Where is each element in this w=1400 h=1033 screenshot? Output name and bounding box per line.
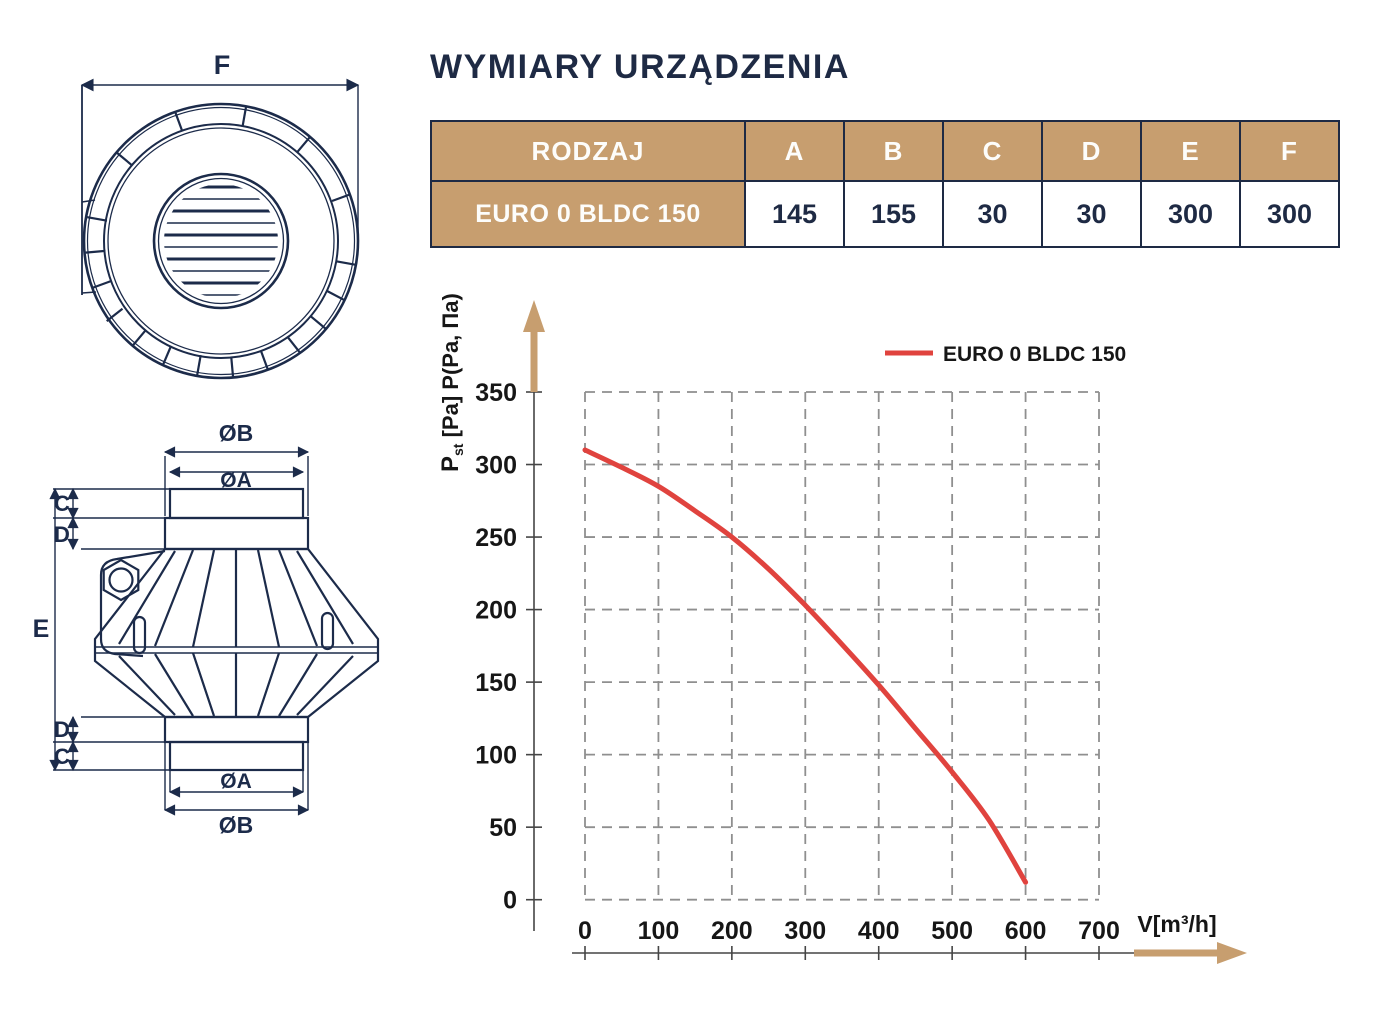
page-title: WYMIARY URZĄDZENIA xyxy=(430,48,850,86)
y-tick-label: 50 xyxy=(489,814,517,842)
y-axis-label: Pst [Pa] P(Pa, Па) xyxy=(437,293,466,472)
value-c-cell: 30 xyxy=(942,180,1043,248)
dim-label-d-top: D xyxy=(54,522,70,547)
value-f-cell: 300 xyxy=(1239,180,1340,248)
slot-left xyxy=(132,615,147,655)
dim-label-c-bottom: C xyxy=(54,744,70,769)
table-header-f: F xyxy=(1239,120,1340,182)
performance-chart: 0 100 200 300 400 500 600 700 0 50 100 150 200 250 300… xyxy=(420,280,1260,985)
table-header-rodzaj: RODZAJ xyxy=(430,120,746,182)
table-header-b: B xyxy=(843,120,944,182)
y-tick-label: 300 xyxy=(475,452,517,480)
fan-front-outline xyxy=(80,78,360,380)
dim-label-c-top: C xyxy=(54,491,70,516)
y-tick-label: 350 xyxy=(475,379,517,407)
y-tick-label: 150 xyxy=(475,669,517,697)
table-header-row: RODZAJ A B C D E F xyxy=(430,120,1340,182)
dim-label-d-bottom: D xyxy=(54,717,70,742)
grille-louvers xyxy=(164,185,278,296)
x-axis-label: V[m³/h] xyxy=(1137,911,1216,937)
x-axis-arrow xyxy=(1134,942,1247,964)
y-tick-label: 0 xyxy=(503,887,517,915)
legend-series-label: EURO 0 BLDC 150 xyxy=(943,343,1126,366)
dim-label-phi-b-bottom: ØB xyxy=(219,812,254,838)
x-tick-label: 300 xyxy=(784,917,826,945)
front-view-drawing: F xyxy=(80,50,360,380)
dim-label-phi-a-bottom: ØA xyxy=(220,770,252,793)
slot-right xyxy=(320,611,335,651)
x-tick-label: 600 xyxy=(1005,917,1047,945)
x-tick-label: 100 xyxy=(638,917,680,945)
dim-label-phi-b-top: ØB xyxy=(219,420,254,446)
performance-curve xyxy=(582,447,1029,885)
model-name-cell: EURO 0 BLDC 150 xyxy=(430,180,746,248)
x-tick-label: 400 xyxy=(858,917,900,945)
table-header-c: C xyxy=(942,120,1043,182)
x-tick-label: 700 xyxy=(1078,917,1120,945)
dim-label-f: F xyxy=(214,50,231,80)
chart-curve xyxy=(582,447,1029,885)
hex-nut xyxy=(102,558,140,602)
table-row: EURO 0 BLDC 150 145 155 30 30 300 300 xyxy=(430,180,1340,248)
table-header-d: D xyxy=(1041,120,1142,182)
side-dimension-lines xyxy=(49,446,310,816)
dim-label-phi-a-top: ØA xyxy=(220,469,252,492)
chart-grid xyxy=(584,391,1100,901)
chart-tick-marks xyxy=(526,391,1100,960)
y-tick-label: 100 xyxy=(475,742,517,770)
value-d-cell: 30 xyxy=(1041,180,1142,248)
y-tick-label: 250 xyxy=(475,524,517,552)
x-tick-label: 500 xyxy=(931,917,973,945)
dim-label-e: E xyxy=(33,615,50,643)
x-tick-label: 200 xyxy=(711,917,753,945)
rim-segments xyxy=(85,106,357,377)
side-view-drawing: ØB ØA C D E D C ØA ØB xyxy=(33,420,380,838)
value-e-cell: 300 xyxy=(1140,180,1241,248)
x-tick-label: 0 xyxy=(578,917,592,945)
chart-legend: EURO 0 BLDC 150 xyxy=(885,343,1126,366)
chart-tick-labels: 0 100 200 300 400 500 600 700 0 50 100 150 200 250 300… xyxy=(475,379,1120,945)
y-axis-arrow xyxy=(523,300,545,392)
table-header-a: A xyxy=(744,120,845,182)
value-b-cell: 155 xyxy=(843,180,944,248)
mounting-plate xyxy=(99,549,166,658)
value-a-cell: 145 xyxy=(744,180,845,248)
y-tick-label: 200 xyxy=(475,597,517,625)
table-header-e: E xyxy=(1140,120,1241,182)
body-ribs-lower xyxy=(118,652,354,717)
body-ribs-upper xyxy=(118,549,354,648)
spec-table: RODZAJ A B C D E F EURO 0 BLDC 150 145 1… xyxy=(430,120,1340,248)
fan-side-outline xyxy=(93,487,380,772)
